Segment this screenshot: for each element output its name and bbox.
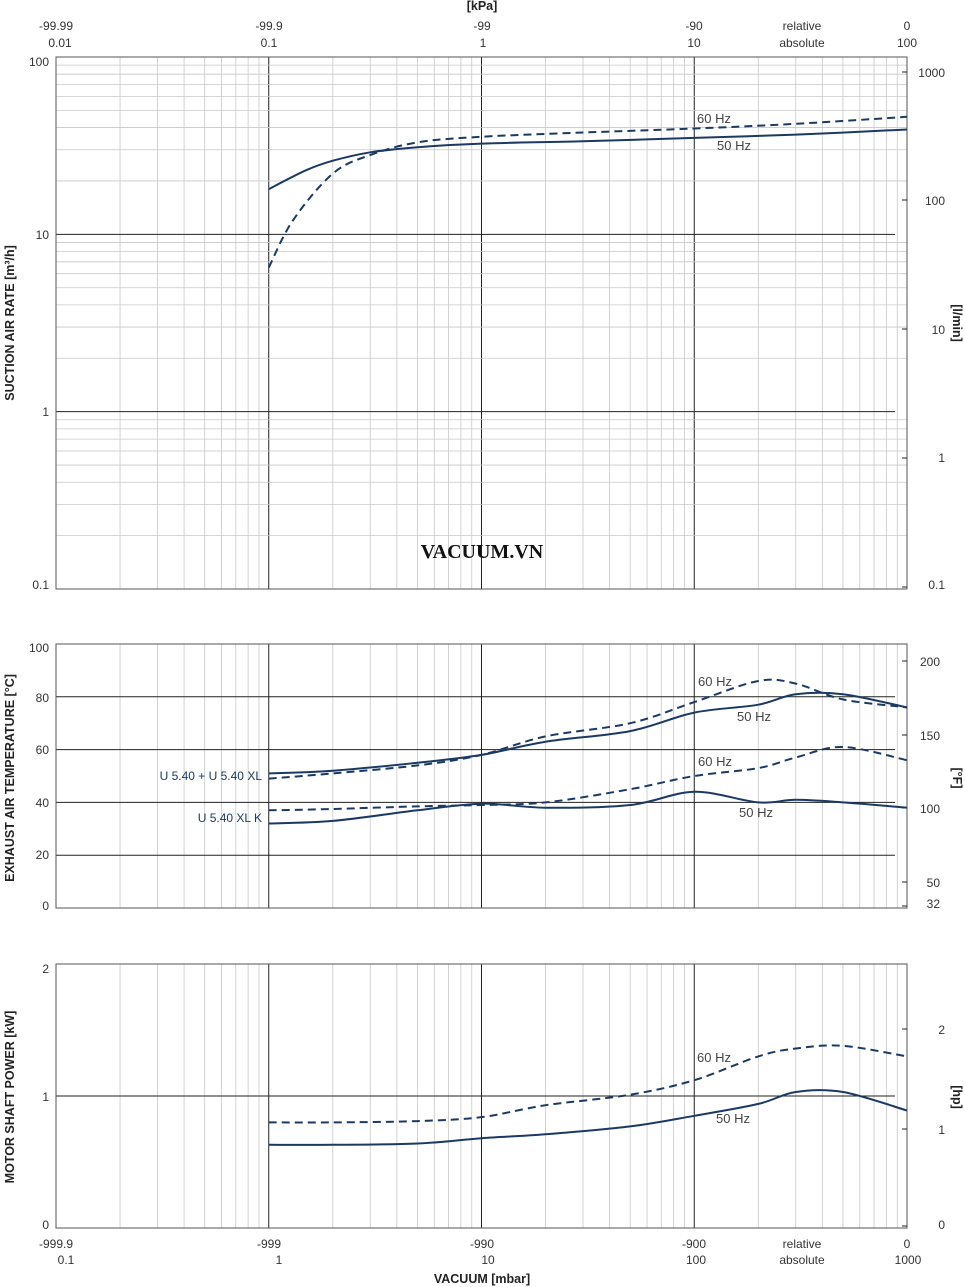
power-y2-ticks: 2 1 0 xyxy=(938,1023,945,1232)
bottom-axis-unit: VACUUM [mbar] xyxy=(434,1272,530,1286)
top-tick-absolute-4: absolute xyxy=(779,36,825,50)
temperature-label-50hz-lower: 50 Hz xyxy=(739,805,773,820)
suction-y2-tick-2: 10 xyxy=(932,323,946,337)
bottom-axis-relative-ticks: -999.9 -999 -990 -900 relative 0 xyxy=(39,1237,911,1251)
suction-label-50hz: 50 Hz xyxy=(717,138,751,153)
top-tick-absolute-2: 1 xyxy=(480,36,487,50)
top-tick-relative-1: -99.9 xyxy=(255,19,283,33)
temperature-y2-tick-3: 50 xyxy=(927,876,941,890)
top-tick-absolute-5: 100 xyxy=(897,36,917,50)
suction-y2-tick-1: 100 xyxy=(925,194,945,208)
suction-y-tick-0: 100 xyxy=(29,55,49,69)
temperature-y-tick-2: 60 xyxy=(36,743,50,757)
watermark: VACUUM.VN xyxy=(421,541,544,563)
bottom-tick-absolute-3: 100 xyxy=(686,1253,706,1267)
top-axis-absolute-ticks: 0.01 0.1 1 10 absolute 100 xyxy=(48,36,917,50)
temperature-y2-tick-4: 32 xyxy=(927,897,941,911)
power-y2-tick-0: 2 xyxy=(938,1023,945,1037)
bottom-tick-relative-1: -999 xyxy=(257,1237,281,1251)
top-axis-relative-ticks: -99.99 -99.9 -99 -90 relative 0 xyxy=(39,19,911,33)
power-label-60hz: 60 Hz xyxy=(697,1050,731,1065)
temperature-label-60hz-upper: 60 Hz xyxy=(698,674,732,689)
top-tick-absolute-1: 0.1 xyxy=(261,36,278,50)
power-curve-50hz xyxy=(268,1089,908,1146)
temperature-label-50hz-upper: 50 Hz xyxy=(737,709,771,724)
temperature-curve-u-5-40-xl-k-60hz xyxy=(268,745,908,812)
temperature-y-ticks: 100 80 60 40 20 0 xyxy=(29,641,49,913)
suction-y-tick-3: 0.1 xyxy=(32,578,49,592)
temperature-y-tick-0: 100 xyxy=(29,641,49,655)
suction-right-axis-label: [l/min] xyxy=(950,304,964,342)
top-tick-absolute-3: 10 xyxy=(687,36,701,50)
suction-y-ticks: 100 10 1 0.1 xyxy=(29,55,49,592)
suction-curve-50hz xyxy=(268,128,908,190)
temperature-grid xyxy=(55,643,908,909)
power-grid xyxy=(55,963,908,1229)
top-tick-relative-0: -99.99 xyxy=(39,19,73,33)
temperature-y2-tick-1: 150 xyxy=(920,729,940,743)
suction-y-tick-1: 10 xyxy=(36,228,50,242)
series-label-u540-xl: U 5.40 + U 5.40 XL xyxy=(160,769,263,783)
suction-axis-label: SUCTION AIR RATE [m³/h] xyxy=(3,245,17,401)
suction-y2-tick-3: 1 xyxy=(938,451,945,465)
suction-label-60hz: 60 Hz xyxy=(697,111,731,126)
suction-y2-tick-4: 0.1 xyxy=(928,578,945,592)
temperature-curve-u-5-40-xl-k-50hz xyxy=(268,790,908,825)
temperature-y2-tick-2: 100 xyxy=(920,802,940,816)
temperature-y-tick-1: 80 xyxy=(36,691,50,705)
curve-layer xyxy=(267,115,908,1146)
power-y-ticks: 2 1 0 xyxy=(42,962,49,1232)
power-axis-label: MOTOR SHAFT POWER [kW] xyxy=(3,1011,17,1184)
bottom-tick-absolute-0: 0.1 xyxy=(58,1253,75,1267)
power-y2-tick-1: 1 xyxy=(938,1123,945,1137)
bottom-tick-absolute-1: 1 xyxy=(276,1253,283,1267)
temperature-curve-u-5-40-u-5-40-xl-50hz xyxy=(268,691,908,775)
power-y-tick-2: 0 xyxy=(42,1218,49,1232)
top-tick-absolute-0: 0.01 xyxy=(48,36,72,50)
grid-layer xyxy=(55,56,908,1229)
temperature-y2-ticks: 200 150 100 50 32 xyxy=(920,655,940,911)
top-axis-unit: [kPa] xyxy=(467,0,498,13)
power-plot-frame xyxy=(55,963,908,1229)
temperature-y2-tick-0: 200 xyxy=(920,655,940,669)
bottom-tick-absolute-2: 10 xyxy=(481,1253,495,1267)
temperature-plot-frame xyxy=(55,643,908,909)
series-label-u540-xl-k: U 5.40 XL K xyxy=(198,811,262,825)
power-label-50hz: 50 Hz xyxy=(716,1111,750,1126)
suction-curve-60hz xyxy=(267,115,908,268)
bottom-tick-relative-5: 0 xyxy=(904,1237,911,1251)
bottom-axis-absolute-ticks: 0.1 1 10 100 absolute 1000 xyxy=(58,1253,922,1267)
suction-y2-tick-0: 1000 xyxy=(918,66,945,80)
temperature-right-axis-label: [°F] xyxy=(950,768,964,789)
power-curve-60hz xyxy=(268,1044,908,1124)
temperature-y-tick-4: 20 xyxy=(36,848,50,862)
temperature-axis-label: EXHAUST AIR TEMPERATURE [°C] xyxy=(3,674,17,882)
suction-y2-ticks: 1000 100 10 1 0.1 xyxy=(918,66,945,592)
top-tick-relative-5: 0 xyxy=(904,19,911,33)
suction-plot-frame xyxy=(55,56,908,590)
bottom-tick-relative-3: -900 xyxy=(682,1237,706,1251)
bottom-tick-relative-4: relative xyxy=(783,1237,822,1251)
power-y-tick-1: 1 xyxy=(42,1090,49,1104)
temperature-label-60hz-lower: 60 Hz xyxy=(698,754,732,769)
top-tick-relative-2: -99 xyxy=(473,19,491,33)
top-tick-relative-3: -90 xyxy=(685,19,703,33)
power-y2-tick-2: 0 xyxy=(938,1218,945,1232)
bottom-tick-relative-2: -990 xyxy=(470,1237,494,1251)
suction-grid xyxy=(55,56,908,590)
suction-y-tick-2: 1 xyxy=(42,405,49,419)
bottom-tick-absolute-4: absolute xyxy=(779,1253,825,1267)
bottom-tick-absolute-5: 1000 xyxy=(895,1253,922,1267)
top-tick-relative-4: relative xyxy=(783,19,822,33)
temperature-curve-u-5-40-u-5-40-xl-60hz xyxy=(268,678,908,780)
bottom-tick-relative-0: -999.9 xyxy=(39,1237,73,1251)
power-right-axis-label: [hp] xyxy=(950,1085,964,1109)
temperature-y-tick-5: 0 xyxy=(42,899,49,913)
temperature-y-tick-3: 40 xyxy=(36,796,50,810)
power-y-tick-0: 2 xyxy=(42,962,49,976)
